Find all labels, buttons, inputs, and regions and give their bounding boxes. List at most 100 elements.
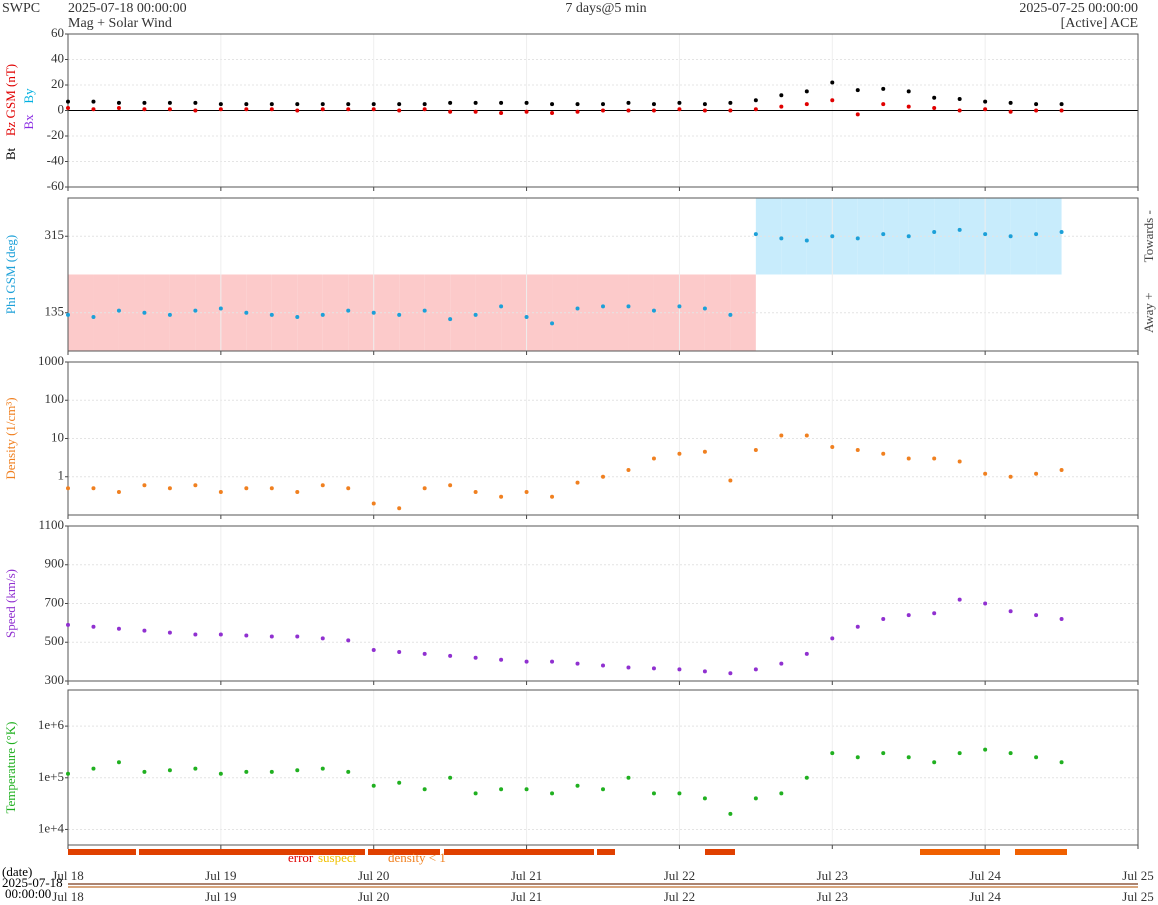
data-point (702, 102, 707, 107)
data-point (269, 634, 274, 639)
data-point (371, 102, 376, 107)
data-point (881, 86, 886, 91)
data-point (142, 483, 147, 488)
data-point (1034, 102, 1039, 107)
data-point (448, 775, 453, 780)
x-tick-label: Jul 19 (205, 868, 236, 883)
data-point (957, 751, 962, 756)
sector-band (246, 274, 272, 351)
data-point (983, 471, 988, 476)
y-tick-label: 1e+5 (38, 769, 64, 784)
data-point (1059, 617, 1064, 621)
data-point (422, 651, 427, 656)
data-point (473, 791, 478, 796)
y-tick-label: 60 (51, 25, 64, 40)
data-point (116, 308, 121, 313)
data-point (753, 232, 758, 237)
y-tick-label: 100 (45, 391, 65, 406)
data-point (957, 108, 962, 113)
data-point (957, 459, 962, 464)
data-point (167, 768, 172, 773)
data-point (1059, 760, 1064, 765)
series (66, 597, 1064, 676)
sector-band (526, 274, 553, 351)
y-tick-label: 0 (58, 101, 65, 116)
x-tick-label: Jul 19 (205, 889, 236, 904)
data-point (855, 88, 860, 93)
source: SWPC (2, 1, 40, 16)
x-tick-label: Jul 21 (511, 868, 542, 883)
y-axis-label: Bx (21, 114, 36, 130)
data-point (855, 236, 860, 241)
data-point (167, 630, 172, 635)
data-point (626, 304, 631, 309)
sector-band (322, 274, 349, 351)
data-point (193, 308, 198, 313)
data-point (983, 107, 988, 112)
data-point (932, 611, 937, 616)
x-tick-label: Jul 20 (358, 889, 389, 904)
data-point (906, 234, 911, 239)
overview-label: (date) (2, 864, 32, 879)
data-point (932, 456, 937, 461)
data-point (957, 227, 962, 232)
data-point (422, 107, 427, 112)
data-point (499, 304, 504, 309)
y-tick-label: 500 (45, 633, 65, 648)
data-point (422, 787, 427, 792)
data-point (626, 108, 631, 113)
data-point (346, 308, 351, 313)
data-point (448, 317, 453, 322)
data-point (371, 107, 376, 112)
data-point (142, 100, 147, 105)
data-point (397, 649, 402, 654)
y-tick-label: -60 (47, 178, 64, 193)
sector-band (730, 274, 756, 351)
data-point (881, 102, 886, 107)
data-point (881, 751, 886, 756)
data-point (779, 661, 784, 666)
data-point (932, 95, 937, 100)
y-tick-label: -40 (47, 152, 64, 167)
data-point (142, 628, 147, 633)
data-point (626, 100, 631, 105)
data-point (448, 109, 453, 114)
data-point (753, 98, 758, 103)
y-tick-label: 1000 (38, 353, 64, 368)
data-point (142, 769, 147, 774)
data-point (295, 489, 300, 494)
data-point (371, 783, 376, 788)
data-point (601, 663, 605, 668)
x-tick-label: Jul 22 (664, 868, 695, 883)
series (66, 80, 1064, 107)
data-point (830, 98, 835, 103)
data-point (804, 775, 809, 780)
data-point (371, 648, 376, 652)
y-tick-label: 1100 (38, 517, 64, 532)
y-tick-label: 900 (45, 556, 65, 571)
data-point (677, 791, 682, 796)
data-point (702, 796, 707, 801)
data-point (524, 659, 529, 664)
data-point (651, 108, 656, 113)
data-point (66, 771, 70, 776)
data-point (881, 232, 886, 237)
data-point (651, 666, 656, 671)
data-point (601, 474, 605, 479)
data-point (218, 632, 223, 637)
y-axis-label: Temperature (°K) (3, 722, 18, 814)
data-point (550, 102, 555, 107)
status-legend: suspect (318, 850, 357, 865)
data-point (753, 667, 758, 672)
data-point (906, 755, 911, 760)
data-point (983, 99, 988, 104)
y-tick-label: 20 (51, 76, 64, 91)
panel-frame (67, 33, 1139, 188)
data-point (371, 310, 376, 315)
data-point (244, 310, 249, 315)
y-tick-label: 1e+6 (38, 717, 65, 732)
data-point (218, 107, 223, 112)
data-point (269, 769, 274, 774)
data-point (1059, 102, 1064, 107)
